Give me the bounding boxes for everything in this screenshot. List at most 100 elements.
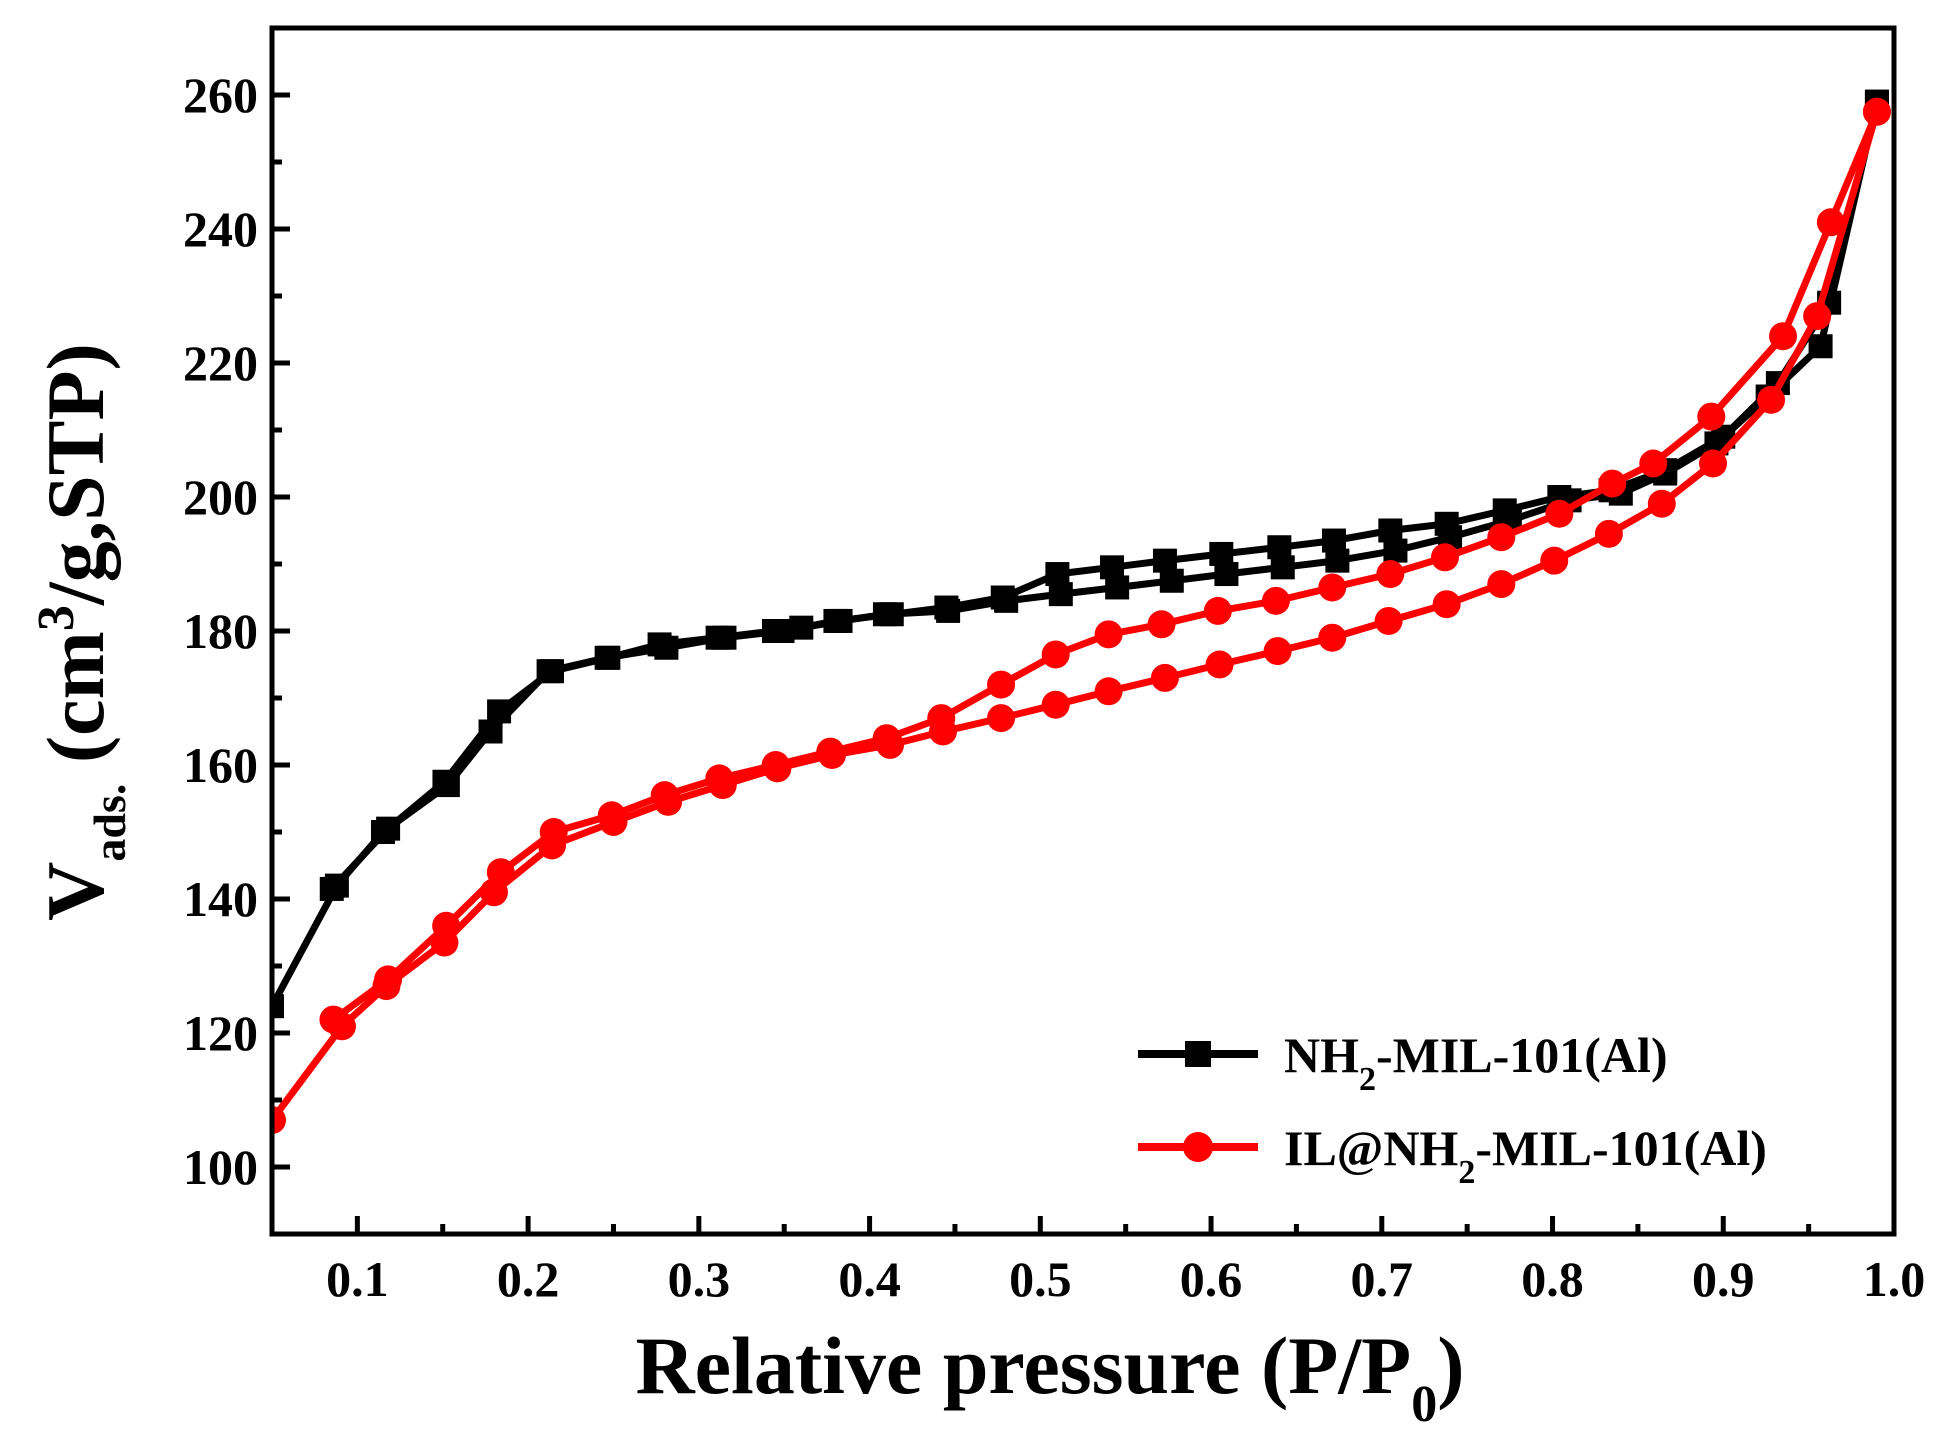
data-point-circle (1094, 677, 1123, 706)
axis-tick-labels: 0.1 0.2 0.3 0.4 0.5 0.6 0.7 0.8 0.9 1.0 100 120 140 1… (183, 67, 1925, 1307)
data-point-circle (1150, 663, 1179, 692)
legend-marker-square (1185, 1041, 1211, 1067)
data-point-square (647, 632, 672, 657)
data-point-square (1105, 575, 1130, 600)
y-tick-label: 120 (183, 1005, 258, 1061)
x-tick-label: 1.0 (1863, 1251, 1926, 1307)
data-point-square (823, 608, 848, 633)
data-point-circle (1639, 449, 1668, 478)
data-point-circle (1261, 586, 1290, 615)
y-tick-label: 260 (183, 67, 258, 123)
data-point-circle (1699, 449, 1728, 478)
data-point-circle (1862, 97, 1891, 126)
x-axis-title: Relative pressure (P/P0) (635, 1320, 1464, 1431)
data-point-square (1270, 555, 1295, 580)
data-point-circle (1487, 570, 1516, 599)
data-point-square (319, 876, 344, 901)
data-point-circle (1376, 560, 1405, 589)
data-point-square (432, 769, 457, 794)
x-tick-label: 0.1 (326, 1251, 389, 1307)
series-layer (272, 89, 1891, 1135)
y-tick-label: 220 (183, 335, 258, 391)
data-point-square (1209, 541, 1234, 566)
data-point-circle (1803, 302, 1832, 331)
data-point-circle (927, 704, 956, 733)
data-point-circle (1545, 499, 1574, 528)
data-point-square (990, 585, 1015, 610)
data-point-circle (1697, 402, 1726, 431)
legend-entry-nh2-mil-101: NH2-MIL-101(Al) (1138, 1027, 1668, 1098)
y-tick-label: 160 (183, 737, 258, 793)
y-tick-label: 180 (183, 603, 258, 659)
data-point-circle (374, 965, 403, 994)
data-point-square (705, 625, 730, 650)
data-point-circle (1203, 596, 1232, 625)
data-point-circle (816, 737, 845, 766)
y-tick-label: 240 (183, 201, 258, 257)
data-point-circle (1094, 620, 1123, 649)
data-point-square (1159, 568, 1184, 593)
data-point-circle (1318, 573, 1347, 602)
plot-frame (269, 25, 1897, 1237)
data-point-circle (1147, 610, 1176, 639)
data-point-square (376, 816, 401, 841)
data-point-square (1152, 548, 1177, 573)
data-point-square (1214, 562, 1239, 587)
y-axis-title: Vads. (cm3/g,STP) (28, 343, 135, 921)
x-tick-label: 0.4 (838, 1251, 901, 1307)
data-point-circle (272, 1106, 286, 1135)
data-point-circle (1318, 623, 1347, 652)
plot-area (272, 89, 1891, 1135)
x-tick-label: 0.8 (1521, 1251, 1584, 1307)
y-tick-label: 140 (183, 871, 258, 927)
data-point-square (1492, 498, 1517, 523)
data-point-square (1383, 538, 1408, 563)
data-point-square (879, 602, 904, 627)
x-tick-label: 0.6 (1180, 1251, 1243, 1307)
data-point-circle (486, 858, 515, 887)
data-point-square (272, 994, 284, 1019)
y-tick-label: 200 (183, 469, 258, 525)
data-point-square (1808, 334, 1833, 359)
data-point-square (487, 699, 512, 724)
data-point-circle (319, 1005, 348, 1034)
data-point-circle (1432, 590, 1461, 619)
series-il-nh2-mil-101 (272, 97, 1891, 1135)
data-point-circle (761, 751, 790, 779)
data-point-circle (1647, 489, 1676, 518)
data-point-circle (1757, 385, 1786, 414)
data-point-square (596, 645, 621, 670)
legend: NH2-MIL-101(Al) IL@NH2-MIL-101(Al) (1138, 1027, 1767, 1191)
data-point-circle (872, 724, 901, 753)
data-point-square (761, 619, 786, 643)
legend-entry-il-nh2-mil-101: IL@NH2-MIL-101(Al) (1138, 1120, 1767, 1191)
x-tick-label: 0.3 (668, 1251, 731, 1307)
data-point-circle (1205, 650, 1234, 679)
data-point-circle (1594, 519, 1623, 548)
x-tick-label: 0.7 (1351, 1251, 1414, 1307)
data-point-circle (1263, 637, 1292, 666)
data-point-square (1378, 518, 1403, 543)
data-point-square (789, 615, 814, 640)
x-tick-label: 0.9 (1692, 1251, 1755, 1307)
data-point-square (1100, 555, 1125, 580)
data-point-square (1045, 562, 1070, 587)
data-point-circle (1598, 469, 1627, 498)
data-point-circle (1430, 543, 1459, 572)
y-tick-label: 100 (183, 1139, 258, 1195)
data-point-circle (597, 801, 626, 830)
data-point-circle (987, 670, 1016, 699)
data-point-circle (1769, 322, 1798, 351)
data-point-circle (705, 764, 734, 793)
data-point-circle (539, 818, 568, 846)
data-point-circle (1374, 606, 1403, 635)
data-point-square (1048, 582, 1073, 607)
data-point-circle (1487, 523, 1516, 552)
legend-label-nh2-mil-101: NH2-MIL-101(Al) (1284, 1027, 1668, 1098)
data-point-square (478, 719, 503, 744)
data-point-circle (1816, 208, 1845, 237)
data-point-circle (1041, 640, 1070, 669)
data-point-square (1267, 535, 1292, 560)
